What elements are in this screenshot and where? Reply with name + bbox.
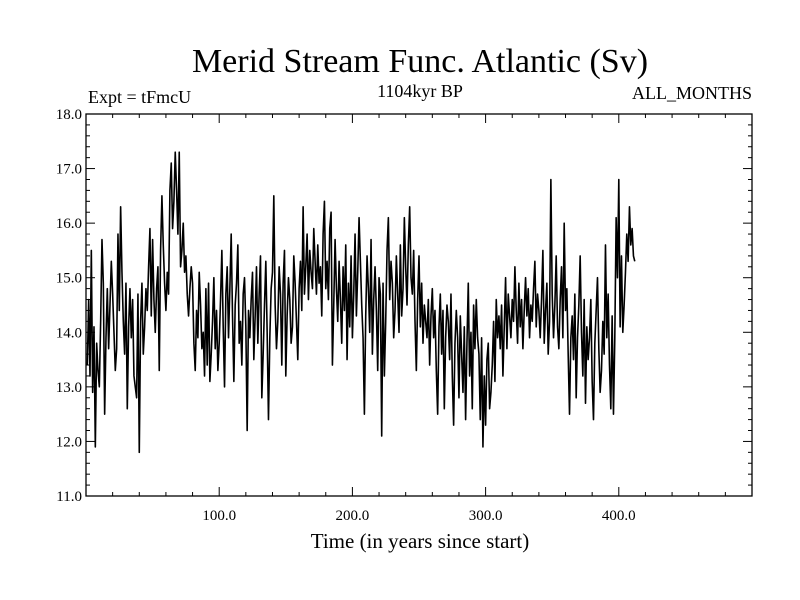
x-axis-label: Time (in years since start) bbox=[311, 529, 530, 553]
months-label: ALL_MONTHS bbox=[632, 83, 752, 103]
chart-title: Merid Stream Func. Atlantic (Sv) bbox=[192, 43, 648, 80]
x-tick-label: 200.0 bbox=[336, 508, 370, 524]
ticks-layer: 11.0 12.0 13.0 14.0 15.0 16.0 17.0 18.0 100.0 200… bbox=[56, 107, 752, 524]
y-tick-label: 11.0 bbox=[56, 489, 82, 505]
x-tick-label: 300.0 bbox=[469, 508, 503, 524]
x-tick-label: 100.0 bbox=[202, 508, 236, 524]
x-tick-label: 400.0 bbox=[602, 508, 636, 524]
y-tick-label: 18.0 bbox=[56, 107, 82, 123]
y-tick-label: 14.0 bbox=[56, 325, 82, 341]
plot-frame bbox=[85, 113, 753, 497]
period-label: 1104kyr BP bbox=[377, 81, 463, 101]
y-tick-label: 15.0 bbox=[56, 271, 82, 287]
y-tick-label: 16.0 bbox=[56, 216, 82, 232]
experiment-label: Expt = tFmcU bbox=[88, 87, 191, 107]
series-line bbox=[86, 151, 636, 454]
y-tick-label: 17.0 bbox=[56, 162, 82, 178]
series-layer bbox=[86, 151, 636, 454]
y-tick-label: 13.0 bbox=[56, 380, 82, 396]
y-tick-label: 12.0 bbox=[56, 434, 82, 450]
